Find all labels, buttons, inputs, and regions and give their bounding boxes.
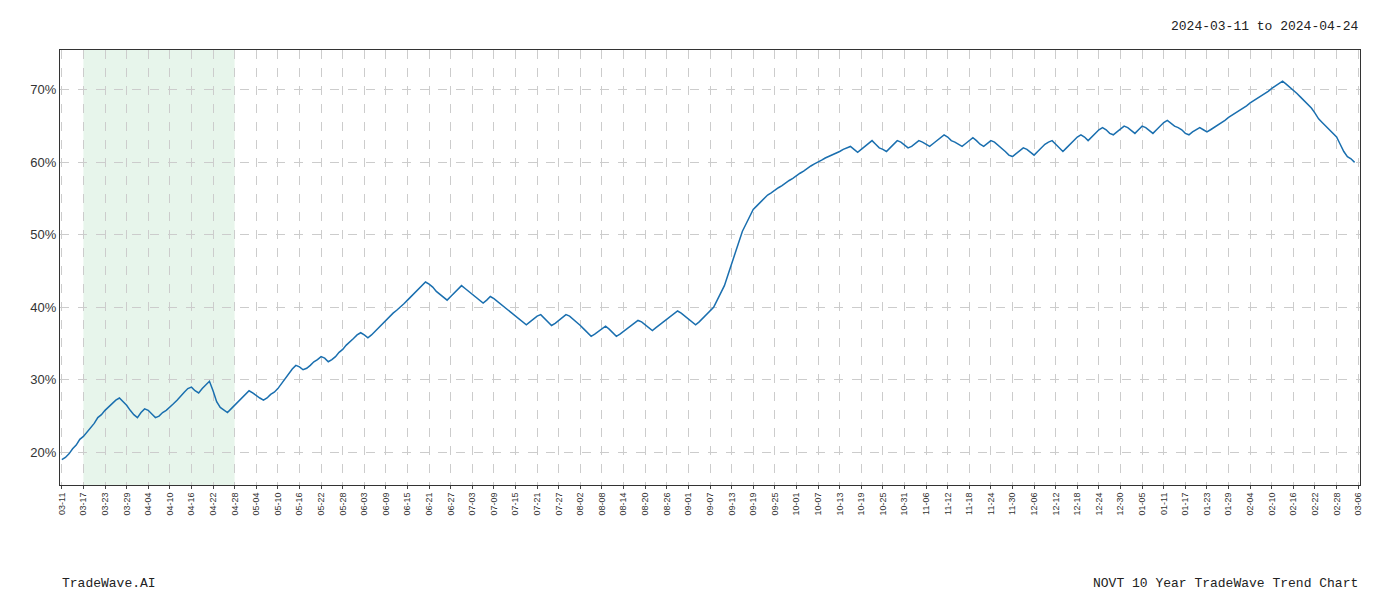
svg-text:07-27: 07-27: [554, 493, 564, 516]
svg-text:01-11: 01-11: [1159, 493, 1169, 515]
svg-text:12-12: 12-12: [1051, 493, 1061, 516]
svg-text:04-16: 04-16: [186, 493, 196, 516]
svg-text:02-10: 02-10: [1267, 493, 1277, 516]
svg-text:02-16: 02-16: [1288, 493, 1298, 516]
svg-text:40%: 40%: [30, 300, 56, 315]
svg-text:03-23: 03-23: [100, 493, 110, 516]
svg-text:11-18: 11-18: [964, 493, 974, 515]
svg-text:07-21: 07-21: [532, 493, 542, 516]
svg-text:05-04: 05-04: [251, 493, 261, 516]
svg-text:09-13: 09-13: [727, 493, 737, 516]
svg-text:04-22: 04-22: [208, 493, 218, 516]
svg-text:08-08: 08-08: [597, 493, 607, 516]
svg-text:12-18: 12-18: [1072, 493, 1082, 516]
svg-text:03-11: 03-11: [57, 493, 67, 515]
svg-text:04-28: 04-28: [230, 493, 240, 516]
svg-text:11-12: 11-12: [943, 493, 953, 515]
svg-text:08-02: 08-02: [575, 493, 585, 516]
svg-text:11-24: 11-24: [986, 493, 996, 515]
svg-text:09-19: 09-19: [748, 493, 758, 516]
svg-text:06-03: 06-03: [359, 493, 369, 516]
svg-text:01-17: 01-17: [1180, 493, 1190, 516]
svg-text:70%: 70%: [30, 82, 56, 97]
svg-text:04-04: 04-04: [143, 493, 153, 516]
svg-text:07-03: 07-03: [467, 493, 477, 516]
svg-text:10-31: 10-31: [899, 493, 909, 516]
svg-text:60%: 60%: [30, 155, 56, 170]
svg-text:10-25: 10-25: [878, 493, 888, 516]
svg-text:01-29: 01-29: [1223, 493, 1233, 516]
svg-text:11-30: 11-30: [1007, 493, 1017, 515]
svg-text:01-23: 01-23: [1202, 493, 1212, 516]
svg-text:06-09: 06-09: [381, 493, 391, 516]
svg-text:09-07: 09-07: [705, 493, 715, 516]
svg-text:07-15: 07-15: [510, 493, 520, 516]
svg-text:12-24: 12-24: [1094, 493, 1104, 516]
svg-text:06-15: 06-15: [402, 493, 412, 516]
svg-text:20%: 20%: [30, 445, 56, 460]
svg-text:2024-03-11 to 2024-04-24: 2024-03-11 to 2024-04-24: [1171, 19, 1358, 34]
svg-text:10-13: 10-13: [835, 493, 845, 516]
svg-text:12-06: 12-06: [1029, 493, 1039, 516]
svg-text:07-09: 07-09: [489, 493, 499, 516]
svg-text:50%: 50%: [30, 227, 56, 242]
svg-text:05-22: 05-22: [316, 493, 326, 516]
svg-text:12-30: 12-30: [1115, 493, 1125, 516]
svg-text:10-01: 10-01: [791, 493, 801, 516]
svg-text:04-10: 04-10: [165, 493, 175, 516]
svg-text:10-19: 10-19: [856, 493, 866, 516]
svg-text:03-17: 03-17: [78, 493, 88, 516]
svg-text:08-26: 08-26: [662, 493, 672, 516]
svg-text:02-04: 02-04: [1245, 493, 1255, 516]
svg-text:09-25: 09-25: [770, 493, 780, 516]
svg-text:06-27: 06-27: [446, 493, 456, 516]
svg-text:08-14: 08-14: [618, 493, 628, 516]
svg-text:03-06: 03-06: [1353, 493, 1363, 516]
svg-text:02-28: 02-28: [1332, 493, 1342, 516]
svg-text:03-29: 03-29: [122, 493, 132, 516]
svg-text:02-22: 02-22: [1310, 493, 1320, 516]
svg-text:30%: 30%: [30, 372, 56, 387]
svg-text:TradeWave.AI: TradeWave.AI: [62, 576, 156, 591]
svg-text:08-20: 08-20: [640, 493, 650, 516]
svg-text:05-16: 05-16: [294, 493, 304, 516]
svg-text:11-06: 11-06: [921, 493, 931, 515]
svg-text:05-10: 05-10: [273, 493, 283, 516]
svg-text:01-05: 01-05: [1137, 493, 1147, 516]
svg-text:NOVT 10 Year TradeWave Trend C: NOVT 10 Year TradeWave Trend Chart: [1093, 576, 1358, 591]
svg-text:09-01: 09-01: [683, 493, 693, 516]
svg-text:10-07: 10-07: [813, 493, 823, 516]
svg-text:06-21: 06-21: [424, 493, 434, 516]
svg-text:05-28: 05-28: [338, 493, 348, 516]
